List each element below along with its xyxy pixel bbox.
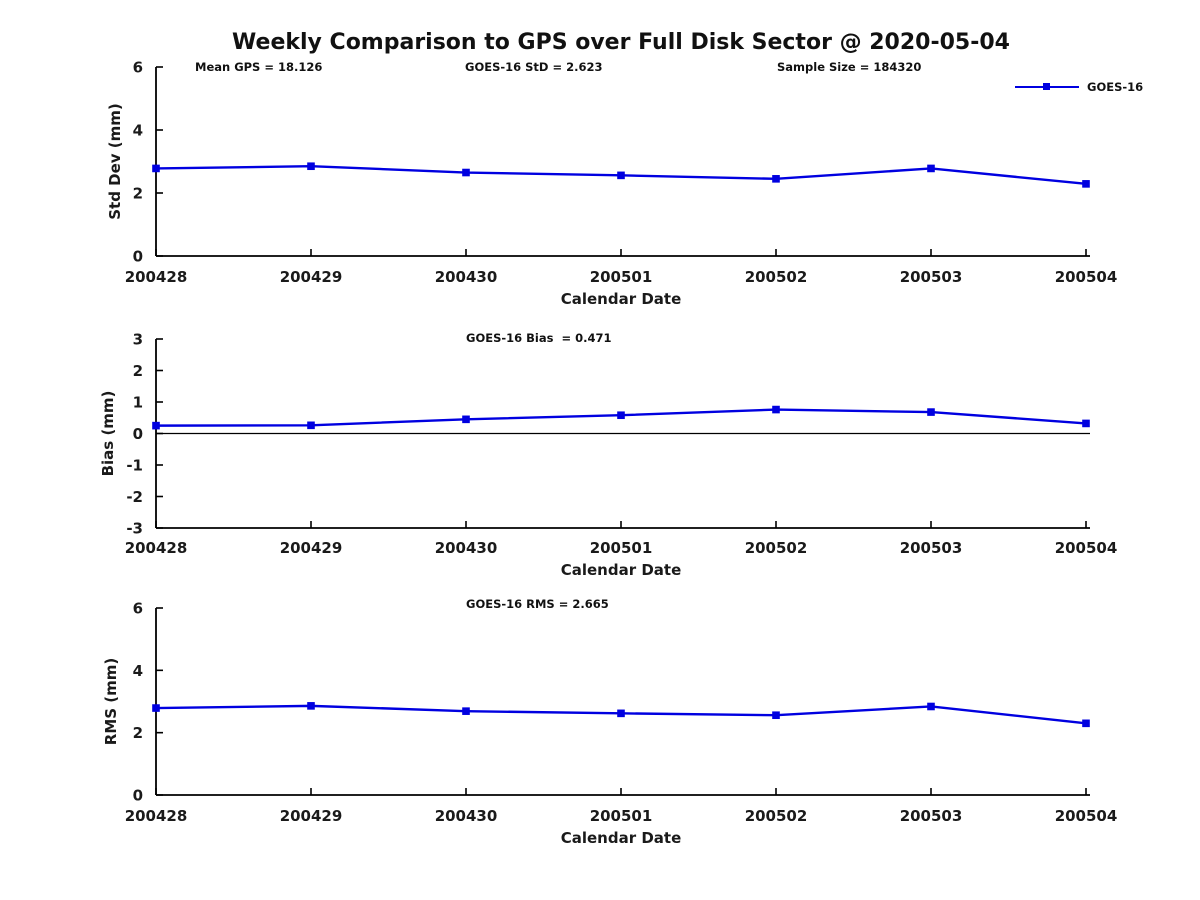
data-point-marker <box>772 175 780 183</box>
chart-0: 0 2 4 6 200428 200429 200430 200501 200502 200503… <box>106 59 1117 309</box>
data-point-marker <box>462 415 470 424</box>
y-tick-label: 2 <box>133 724 143 742</box>
data-point-marker <box>617 171 625 180</box>
x-tick-label: 200504 <box>1055 807 1118 825</box>
y-axis-label: RMS (mm) <box>102 658 120 745</box>
data-point-marker <box>307 702 315 710</box>
x-tick-label: 200429 <box>280 539 343 557</box>
y-tick-label: 4 <box>133 662 143 680</box>
data-point-marker <box>1082 180 1090 188</box>
data-point-marker <box>927 408 935 416</box>
y-tick-label: -1 <box>126 457 143 475</box>
legend-marker <box>1043 82 1050 90</box>
data-point-marker <box>462 168 470 177</box>
annotation-mean-gps: Mean GPS = 18.126 <box>195 60 323 74</box>
y-tick-label: 4 <box>133 122 143 140</box>
y-tick-label: 6 <box>133 600 143 618</box>
x-axis-label: Calendar Date <box>561 290 682 308</box>
x-tick-label: 200430 <box>435 539 498 557</box>
data-point-marker <box>152 704 160 712</box>
y-tick-label: 3 <box>133 331 143 349</box>
data-point-marker <box>307 162 315 171</box>
chart-1: -3 -2 -1 0 1 2 3 200428 200429 200430 200501 200502… <box>99 331 1117 580</box>
data-point-marker <box>617 411 625 420</box>
data-point-marker <box>152 421 160 430</box>
x-tick-label: 200502 <box>745 807 808 825</box>
x-tick-label: 200429 <box>280 807 343 825</box>
figure-title: Weekly Comparison to GPS over Full Disk … <box>232 30 1010 55</box>
data-point-marker <box>772 711 780 720</box>
x-tick-label: 200503 <box>900 807 963 825</box>
data-point-marker <box>617 709 625 718</box>
y-tick-label: 1 <box>133 394 143 412</box>
x-tick-label: 200501 <box>590 539 653 557</box>
y-tick-label: 0 <box>133 425 143 443</box>
chart-2: 0 2 4 6 200428 200429 200430 200501 200502 200503… <box>102 600 1117 848</box>
data-point-marker <box>1082 419 1090 428</box>
x-tick-label: 200428 <box>125 807 188 825</box>
x-tick-label: 200501 <box>590 807 653 825</box>
annotation-bias: GOES-16 Bias = 0.471 <box>466 331 612 345</box>
y-tick-label: 2 <box>133 185 143 203</box>
y-tick-label: 0 <box>133 248 143 266</box>
data-point-marker <box>307 421 315 430</box>
x-tick-label: 200428 <box>125 268 188 286</box>
y-axis-label: Bias (mm) <box>99 391 117 477</box>
x-tick-label: 200504 <box>1055 539 1118 557</box>
legend-label: GOES-16 <box>1087 80 1144 94</box>
y-tick-label: 2 <box>133 362 143 380</box>
x-tick-label: 200430 <box>435 268 498 286</box>
data-point-marker <box>462 707 470 715</box>
x-tick-label: 200501 <box>590 268 653 286</box>
x-tick-label: 200502 <box>745 539 808 557</box>
annotation-rms: GOES-16 RMS = 2.665 <box>466 597 609 611</box>
data-point-marker <box>927 164 935 173</box>
data-point-marker <box>927 702 935 711</box>
y-tick-label: 6 <box>133 59 143 77</box>
x-tick-label: 200503 <box>900 539 963 557</box>
x-axis-label: Calendar Date <box>561 561 682 579</box>
data-point-marker <box>772 405 780 414</box>
data-point-marker <box>152 164 160 173</box>
annotation-sample-size: Sample Size = 184320 <box>777 60 922 74</box>
x-tick-label: 200504 <box>1055 268 1118 286</box>
x-tick-label: 200502 <box>745 268 808 286</box>
y-tick-label: 0 <box>133 787 143 805</box>
x-tick-label: 200503 <box>900 268 963 286</box>
y-axis-label: Std Dev (mm) <box>106 103 124 220</box>
legend: GOES-16 <box>1015 80 1143 94</box>
y-tick-label: -2 <box>126 488 143 506</box>
y-tick-label: -3 <box>126 520 143 538</box>
x-tick-label: 200430 <box>435 807 498 825</box>
legend-line-sample <box>1015 82 1079 90</box>
data-point-marker <box>1082 719 1090 728</box>
annotation-std: GOES-16 StD = 2.623 <box>465 60 603 74</box>
x-tick-label: 200428 <box>125 539 188 557</box>
x-tick-label: 200429 <box>280 268 343 286</box>
x-axis-label: Calendar Date <box>561 829 682 847</box>
